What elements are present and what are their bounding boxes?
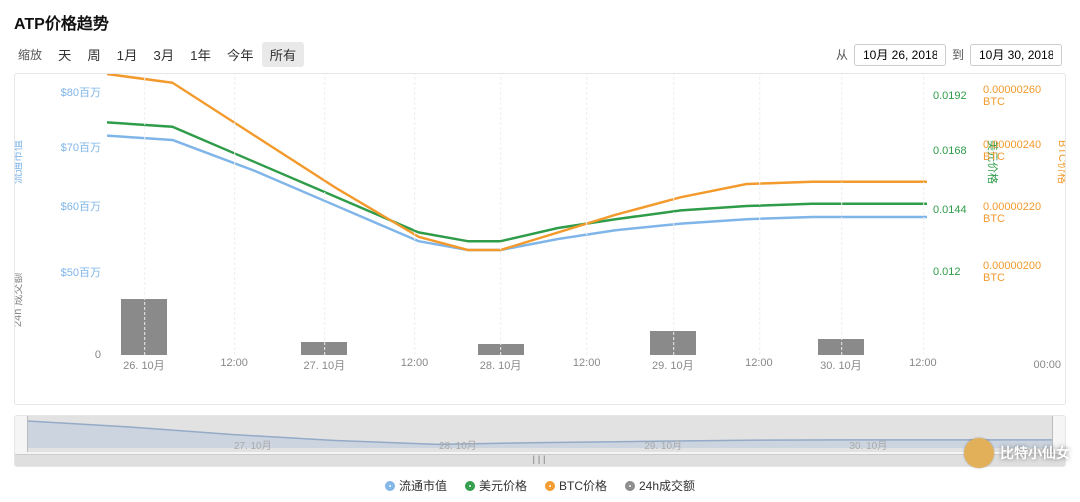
navigator[interactable]: III 27. 10月 28. 10月 29. 10月 30. 10月 <box>14 415 1066 467</box>
tick: $70百万 <box>61 139 101 155</box>
x-tick: 27. 10月 <box>304 357 346 373</box>
legend-item[interactable]: BTC价格 <box>545 477 607 494</box>
y-axis-marketcap: 流通市值 $50百万 $60百万 $70百万 $80百万 <box>15 74 105 294</box>
x-tick: 12:00 <box>573 357 601 369</box>
nav-scrollbar[interactable]: III <box>15 454 1065 466</box>
x-tick: 12:00 <box>220 357 248 369</box>
legend-label: BTC价格 <box>559 477 607 494</box>
zoom-controls: 缩放 天周1月3月1年今年所有 <box>18 42 304 67</box>
tick: 0.0144 <box>933 204 967 216</box>
y-left-title: 流通市值 <box>14 140 25 184</box>
tick: $60百万 <box>61 198 101 214</box>
to-date-input[interactable] <box>970 44 1062 66</box>
tick: 0.00000260 BTC <box>983 84 1065 108</box>
tick: 0.0168 <box>933 145 967 157</box>
tick: 0.00000220 BTC <box>983 201 1065 225</box>
zoom-btn-1年[interactable]: 1年 <box>182 42 219 67</box>
x-tick: 29. 10月 <box>652 357 694 373</box>
legend-label: 美元价格 <box>479 477 527 494</box>
x-tick: 12:00 <box>401 357 429 369</box>
zoom-btn-天[interactable]: 天 <box>50 42 79 67</box>
from-label: 从 <box>836 46 848 63</box>
volume-plot <box>107 299 927 355</box>
zoom-btn-周[interactable]: 周 <box>79 42 108 67</box>
y-axis-btc: BTC价格 0.00000200 BTC0.00000220 BTC0.0000… <box>981 74 1065 294</box>
legend-swatch-icon <box>625 481 635 491</box>
tick: 0.0192 <box>933 90 967 102</box>
legend-item[interactable]: 美元价格 <box>465 477 527 494</box>
tick: $50百万 <box>61 264 101 280</box>
x-axis: 26. 10月 12:00 27. 10月 12:00 28. 10月 12:00 29. … <box>107 355 927 377</box>
zoom-btn-3月[interactable]: 3月 <box>145 42 182 67</box>
toolbar: 缩放 天周1月3月1年今年所有 从 到 <box>14 42 1066 67</box>
nav-tick: 27. 10月 <box>234 437 272 452</box>
line-plot <box>107 74 927 294</box>
legend-label: 流通市值 <box>399 477 447 494</box>
legend-item[interactable]: 24h成交额 <box>625 477 695 494</box>
line-svg <box>107 74 927 294</box>
page-title: ATP价格趋势 <box>14 10 1066 34</box>
x-tick: 26. 10月 <box>123 357 165 373</box>
page-root: ATP价格趋势 缩放 天周1月3月1年今年所有 从 到 流通市值 $50百万 $6… <box>0 0 1080 502</box>
legend-item[interactable]: 流通市值 <box>385 477 447 494</box>
tick: 0.00000200 BTC <box>983 260 1065 284</box>
vol-title: 24h 成交额 <box>14 273 25 327</box>
x-tick: 12:00 <box>745 357 773 369</box>
to-label: 到 <box>952 46 964 63</box>
tick: 0.012 <box>933 266 961 278</box>
y-axis-volume: 24h 成交额 0 <box>15 299 105 355</box>
legend-swatch-icon <box>465 481 475 491</box>
legend: 流通市值 美元价格 BTC价格 24h成交额 <box>14 477 1066 494</box>
x-tick: 28. 10月 <box>480 357 522 373</box>
tick: $80百万 <box>61 84 101 100</box>
legend-swatch-icon <box>545 481 555 491</box>
x-tick: 30. 10月 <box>820 357 862 373</box>
y-axis-usd: 美元价格 0.0120.01440.01680.0192 <box>931 74 981 294</box>
nav-window[interactable] <box>27 416 1053 452</box>
x-tick: 12:00 <box>909 357 937 369</box>
nav-tick: 30. 10月 <box>849 437 887 452</box>
zoom-btn-今年[interactable]: 今年 <box>219 42 262 67</box>
x-extra-right: 00:00 <box>1033 359 1061 371</box>
nav-tick: 29. 10月 <box>644 437 682 452</box>
legend-swatch-icon <box>385 481 395 491</box>
zoom-btn-所有[interactable]: 所有 <box>262 42 305 67</box>
zoom-label: 缩放 <box>18 46 42 63</box>
legend-label: 24h成交额 <box>639 477 695 494</box>
from-date-input[interactable] <box>854 44 946 66</box>
date-range: 从 到 <box>836 44 1062 66</box>
zoom-btn-1月[interactable]: 1月 <box>109 42 146 67</box>
nav-tick: 28. 10月 <box>439 437 477 452</box>
tick: 0.00000240 BTC <box>983 139 1065 163</box>
vol-zero: 0 <box>95 349 101 361</box>
zoom-buttons-slot: 天周1月3月1年今年所有 <box>50 42 304 67</box>
chart-area[interactable]: 流通市值 $50百万$60百万$70百万$80百万 美元价格 0.0120.01… <box>14 73 1066 405</box>
